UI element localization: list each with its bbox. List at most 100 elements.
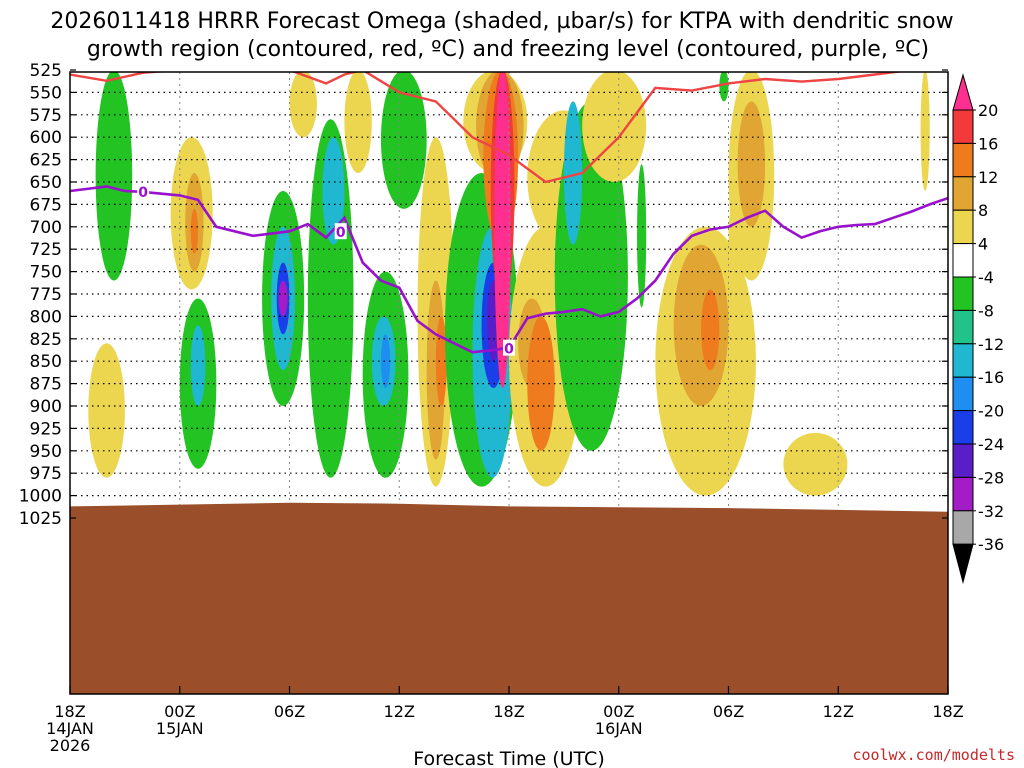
- freezing-level-label: 0: [138, 185, 148, 201]
- chart-title-line2: growth region (contoured, red, ºC) and f…: [87, 37, 929, 62]
- y-tick-label: 1000: [19, 487, 62, 507]
- colorbar-segment: [952, 209, 974, 245]
- colorbar-segment: [952, 376, 974, 412]
- colorbar-segment: [952, 410, 974, 445]
- colorbar-label: 8: [978, 201, 988, 220]
- y-tick-label: 875: [30, 375, 62, 395]
- omega-cell-33: [527, 316, 555, 451]
- x-axis-label: Forecast Time (UTC): [413, 748, 604, 768]
- x-tick-label: 12Z: [384, 702, 415, 721]
- chart-title-line1: 2026011418 HRRR Forecast Omega (shaded, …: [50, 9, 953, 34]
- colorbar-segment: [952, 276, 974, 311]
- omega-cell-46: [783, 432, 848, 496]
- colorbar-label: -36: [978, 535, 1004, 554]
- x-tick-label: 18Z: [932, 702, 963, 721]
- x-tick-label: 00Z: [603, 702, 634, 721]
- x-tick-label: 00Z: [164, 702, 195, 721]
- y-tick-label: 975: [30, 464, 62, 484]
- colorbar-label: -24: [978, 435, 1004, 454]
- x-tick-label: 16JAN: [595, 719, 643, 738]
- y-tick-label: 525: [30, 61, 62, 81]
- freezing-label-bg: [334, 223, 347, 240]
- y-tick-label: 750: [30, 263, 62, 283]
- omega-cell-45: [719, 72, 729, 102]
- omega-cell-4: [190, 208, 199, 254]
- omega-cell-1: [95, 72, 133, 281]
- x-tick-label: 06Z: [274, 702, 305, 721]
- y-tick-label: 600: [30, 128, 62, 148]
- y-axis-ticks: 5255505756006256506757007257507758008258…: [19, 61, 948, 529]
- omega-cell-44: [737, 101, 766, 227]
- omega-cell-41: [701, 289, 720, 371]
- x-tick-label: 18Z: [493, 702, 524, 721]
- colorbar-segment: [952, 476, 974, 512]
- colorbar-label: -28: [978, 468, 1004, 487]
- omega-cell-17: [380, 334, 391, 389]
- freezing-label-bg: [503, 339, 515, 356]
- colorbar-label: -20: [978, 402, 1004, 421]
- omega-cell-0: [88, 343, 125, 478]
- y-tick-label: 925: [30, 419, 62, 439]
- colorbar-segment: [952, 343, 974, 378]
- omega-cell-10: [278, 280, 288, 317]
- omega-cell-40: [673, 244, 729, 406]
- x-tick-label: 2026: [50, 736, 91, 755]
- dgz-contour-upper: [70, 72, 360, 85]
- colorbar-segment: [952, 176, 974, 211]
- x-tick-label: 12Z: [823, 702, 854, 721]
- colorbar-segment: [952, 243, 974, 278]
- x-tick-label: 14JAN: [46, 719, 94, 738]
- freezing-label-bg: [137, 182, 150, 199]
- colorbar-segment: [952, 142, 974, 178]
- x-tick-label: 18Z: [54, 702, 85, 721]
- colorbar-label: -12: [978, 335, 1004, 354]
- y-tick-label: 700: [30, 218, 62, 238]
- colorbar-label: -4: [978, 268, 994, 287]
- y-tick-label: 775: [30, 285, 62, 305]
- grid-lines: [70, 72, 948, 694]
- omega-cell-37: [582, 72, 647, 182]
- y-tick-label: 900: [30, 397, 62, 417]
- y-tick-label: 1025: [19, 509, 62, 529]
- colorbar-label: 20: [978, 101, 998, 120]
- x-tick-label: 06Z: [713, 702, 744, 721]
- omega-cell-47: [920, 72, 930, 191]
- y-tick-label: 625: [30, 151, 62, 171]
- colorbar-label: 16: [978, 134, 998, 153]
- y-tick-label: 550: [30, 83, 62, 103]
- y-tick-label: 825: [30, 330, 62, 350]
- colorbar-label: 4: [978, 235, 988, 254]
- y-tick-label: 675: [30, 195, 62, 215]
- omega-cell-18: [380, 72, 427, 209]
- colorbar-label: -32: [978, 502, 1004, 521]
- colorbar-segment: [952, 443, 974, 478]
- colorbar-segment: [952, 109, 974, 144]
- y-tick-label: 800: [30, 307, 62, 327]
- omega-shading: [88, 72, 930, 496]
- y-tick-label: 650: [30, 173, 62, 193]
- y-tick-label: 950: [30, 442, 62, 462]
- omega-cell-14: [344, 72, 372, 174]
- omega-cell-6: [190, 325, 206, 406]
- colorbar-label: -16: [978, 368, 1004, 387]
- colorbar-segment: [952, 510, 974, 545]
- omega-cell-36: [563, 101, 583, 245]
- freezing-level-labels: 0 0 0: [137, 182, 515, 358]
- freezing-level-label: 0: [336, 225, 346, 241]
- plot-area: 0 0 0: [70, 72, 948, 694]
- y-tick-label: 725: [30, 240, 62, 260]
- colorbar-label: -8: [978, 301, 994, 320]
- omega-cell-13: [322, 137, 345, 245]
- freezing-level-contour: [70, 185, 948, 354]
- y-tick-label: 575: [30, 106, 62, 126]
- colorbar-top-arrow: [952, 73, 974, 111]
- credit-text: coolwx.com/modelts: [852, 746, 1015, 764]
- terrain-fill: [70, 502, 948, 694]
- dgz-contour-lower: [363, 72, 905, 184]
- freezing-level-label: 0: [504, 342, 514, 358]
- colorbar-segment: [952, 309, 974, 345]
- y-tick-label: 850: [30, 352, 62, 372]
- colorbar-bottom-arrow: [952, 543, 974, 585]
